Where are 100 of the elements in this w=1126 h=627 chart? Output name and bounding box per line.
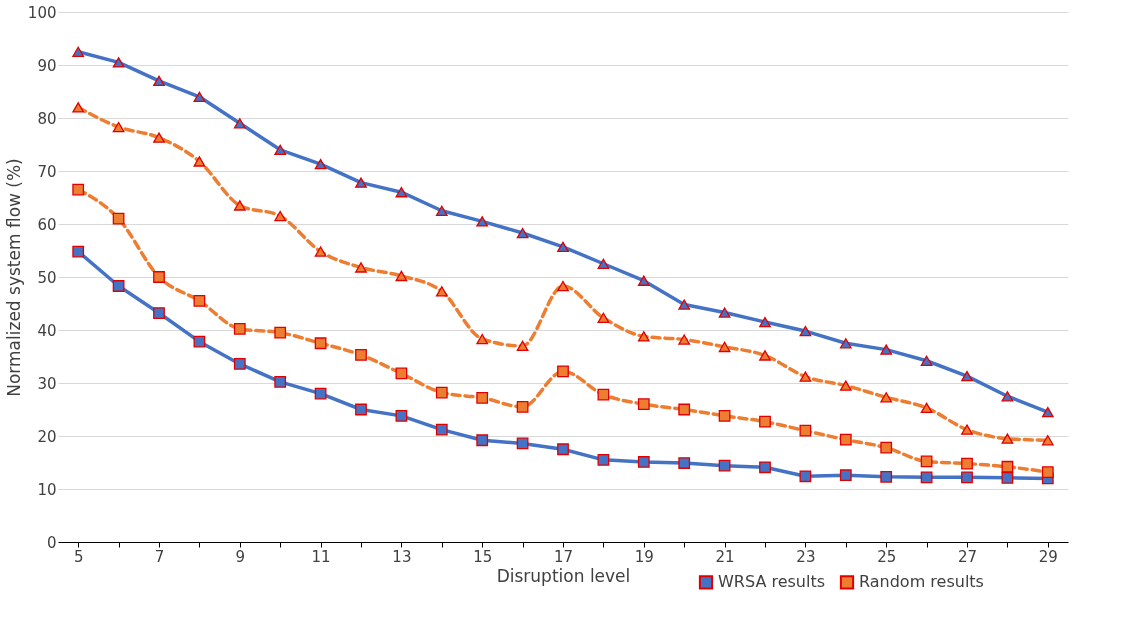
x-tick-label: 19 <box>634 547 654 566</box>
point <box>72 183 85 196</box>
point <box>476 434 489 447</box>
point <box>839 469 852 482</box>
x-tick-label: 9 <box>235 547 246 566</box>
point <box>153 307 165 319</box>
point <box>355 177 367 188</box>
point <box>880 441 893 454</box>
point <box>355 262 367 273</box>
point <box>233 358 246 370</box>
point <box>355 403 367 416</box>
x-axis-title: Disruption level <box>496 565 631 586</box>
x-tick-label: 17 <box>553 547 574 566</box>
point <box>718 341 731 353</box>
point <box>678 299 691 310</box>
point <box>920 471 933 484</box>
point <box>1041 406 1054 418</box>
point <box>516 400 529 413</box>
point <box>476 216 489 227</box>
y-tick-label: 40 <box>37 321 57 340</box>
y-tick-label: 90 <box>37 56 57 75</box>
y-tick-label: 70 <box>37 162 57 181</box>
point <box>799 371 812 382</box>
point <box>637 331 650 342</box>
point <box>1041 466 1054 478</box>
point <box>557 443 569 456</box>
point <box>395 409 408 422</box>
point <box>839 338 852 349</box>
x-tick-label: 21 <box>715 547 735 566</box>
point <box>274 326 287 339</box>
point <box>961 471 973 484</box>
point <box>597 312 610 323</box>
point <box>314 246 327 257</box>
y-tick-label: 20 <box>37 427 57 446</box>
point <box>435 423 448 436</box>
point <box>314 337 327 350</box>
point <box>193 156 206 167</box>
point <box>1001 433 1014 444</box>
point <box>72 46 85 57</box>
point <box>920 355 933 366</box>
point <box>355 349 367 361</box>
x-tick-label: 5 <box>73 547 84 566</box>
point <box>72 102 85 113</box>
point <box>476 333 489 345</box>
point <box>435 386 448 399</box>
point <box>718 459 731 472</box>
point <box>233 323 246 335</box>
point <box>678 334 691 345</box>
point <box>637 456 650 468</box>
y-tick-label: 80 <box>37 109 57 128</box>
x-tick-label: 13 <box>392 547 412 566</box>
point <box>395 187 408 198</box>
point <box>557 241 569 252</box>
x-tick-label: 7 <box>154 547 165 566</box>
point <box>435 286 448 297</box>
x-tick-label: 25 <box>877 547 897 566</box>
point <box>233 200 246 211</box>
point <box>193 294 206 307</box>
point <box>112 280 125 292</box>
x-tick-label: 23 <box>796 547 816 566</box>
point <box>72 245 85 258</box>
point <box>597 453 610 466</box>
point <box>799 325 812 337</box>
legend-label: Random results <box>859 572 984 592</box>
point <box>557 365 569 378</box>
y-tick-label: 100 <box>27 3 57 22</box>
point <box>516 227 529 239</box>
point <box>233 118 246 129</box>
point <box>1001 391 1014 402</box>
point <box>1041 435 1054 446</box>
point <box>759 316 771 328</box>
point <box>637 398 650 411</box>
point <box>153 271 165 283</box>
y-tick-label: 50 <box>37 268 57 287</box>
y-tick-label: 0 <box>46 533 57 552</box>
point <box>961 370 973 382</box>
point <box>1001 460 1014 473</box>
point <box>759 415 771 428</box>
point <box>112 212 125 225</box>
point <box>597 388 610 401</box>
point <box>274 210 287 222</box>
x-tick-label: 11 <box>311 547 331 566</box>
point <box>839 380 852 391</box>
point <box>759 350 771 361</box>
point <box>193 91 206 102</box>
x-tick-label: 29 <box>1038 547 1058 566</box>
point <box>759 461 771 474</box>
y-tick-label: 60 <box>37 215 57 234</box>
point <box>880 392 893 403</box>
point <box>961 457 973 470</box>
point <box>112 57 125 68</box>
point <box>718 409 731 422</box>
y-tick-label: 10 <box>37 480 57 499</box>
point <box>799 470 812 483</box>
y-tick-label: 30 <box>37 374 57 393</box>
point <box>516 340 529 352</box>
point <box>435 205 448 216</box>
point <box>839 433 852 446</box>
point <box>880 344 893 355</box>
point <box>880 470 893 483</box>
